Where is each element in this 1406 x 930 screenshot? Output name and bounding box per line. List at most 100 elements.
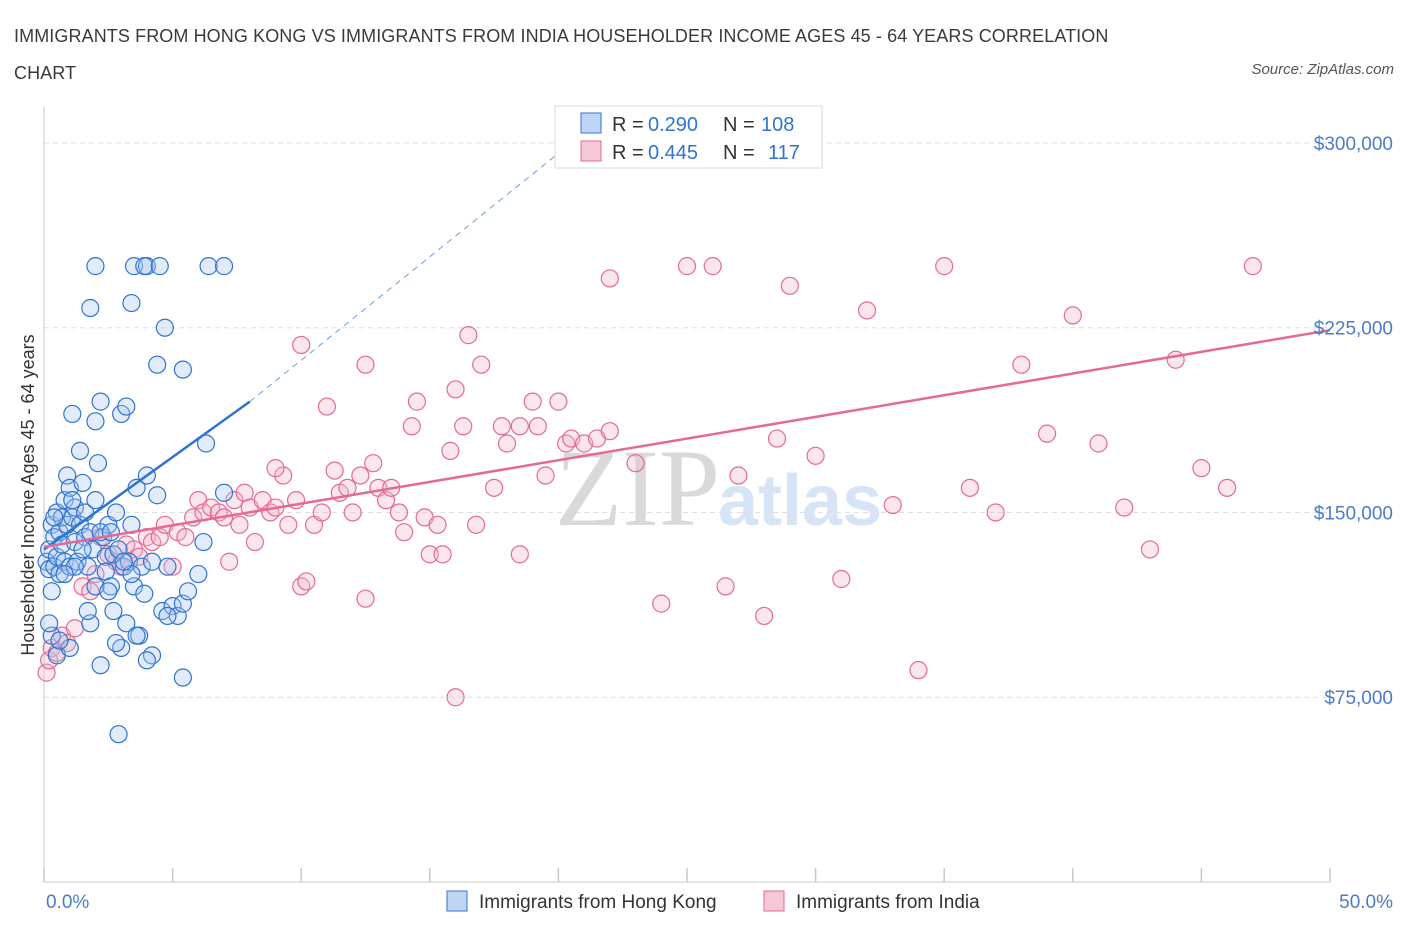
india-point [163, 557, 182, 576]
india-point [497, 434, 517, 453]
hong-kong-point [50, 631, 69, 650]
hong-kong-point [122, 293, 141, 313]
india-point [755, 606, 774, 626]
india-point [857, 301, 877, 320]
y-tick-label-1: $150,000 [1314, 503, 1393, 524]
india-point [1218, 478, 1237, 497]
hong-kong-point [104, 601, 123, 621]
hong-kong-point [106, 633, 126, 653]
hong-kong-point [40, 614, 59, 633]
india-point [325, 461, 344, 480]
x-tick-label-1: 50.0% [1339, 892, 1393, 913]
india-point [557, 434, 576, 453]
india-point [1089, 434, 1108, 453]
legend-r-value-india: 0.445 [648, 142, 698, 164]
y-axis-label: Householder Income Ages 45 - 64 years [18, 334, 38, 655]
hong-kong-point [86, 257, 105, 276]
india-point [1166, 350, 1185, 369]
india-point [909, 661, 928, 680]
hong-kong-point [78, 601, 97, 621]
india-point [767, 429, 787, 448]
india-point [446, 688, 465, 707]
india-point [472, 355, 491, 374]
india-point [245, 532, 265, 552]
hong-kong-point [65, 498, 84, 517]
hong-kong-point [158, 557, 177, 576]
hong-kong-point [173, 668, 192, 687]
india-point [433, 545, 452, 564]
india-point [652, 594, 671, 613]
hong-kong-point [55, 564, 74, 584]
y-tick-labels: $75,000 $150,000 $225,000 $300,000 [1314, 134, 1393, 709]
legend-n-label-india: N = [723, 142, 755, 164]
india-point [279, 515, 298, 534]
legend-r-label-india: R = [612, 142, 644, 164]
india-point [364, 454, 383, 473]
hong-kong-point [137, 651, 156, 670]
hong-kong-point [63, 404, 82, 424]
y-tick-label-0: $75,000 [1324, 688, 1393, 709]
india-point [454, 417, 473, 436]
y-tick-label-2: $225,000 [1314, 319, 1393, 340]
hong-kong-point [99, 582, 118, 601]
hong-kong-point [88, 454, 108, 473]
india-point [402, 417, 421, 436]
bottom-legend-label-india: Immigrants from India [796, 892, 980, 913]
india-point [600, 269, 619, 288]
india-point [832, 569, 851, 589]
india-point [441, 441, 460, 460]
bottom-legend: Immigrants from Hong Kong Immigrants fro… [446, 890, 980, 913]
india-point [523, 392, 542, 411]
india-point [492, 417, 511, 436]
india-point [883, 495, 902, 515]
hong-kong-point [142, 552, 162, 571]
hong-kong-point [189, 564, 208, 584]
india-point [343, 503, 362, 522]
india-point [960, 478, 980, 497]
hong-kong-point [63, 491, 82, 510]
india-point [485, 478, 504, 497]
india-point [536, 466, 555, 485]
india-point [420, 545, 439, 564]
india-point [459, 326, 478, 345]
india-point [220, 552, 239, 571]
hong-kong-point [132, 557, 151, 576]
watermark-atlas: atlas [718, 461, 882, 541]
india-point [1140, 540, 1160, 559]
hong-kong-point [150, 257, 169, 276]
india-point [549, 392, 568, 411]
hong-kong-point [60, 638, 79, 658]
legend-r-value-hong-kong: 0.290 [648, 114, 698, 136]
india-point [1012, 355, 1031, 374]
india-point [356, 355, 375, 374]
legend: R = 0.290 N = 108 R = 0.445 N = 117 [554, 105, 823, 169]
hong-kong-point [117, 614, 136, 633]
x-tick-labels: 0.0% 50.0% [46, 892, 1393, 913]
india-point [935, 257, 954, 276]
legend-n-value-hong-kong: 108 [761, 114, 794, 136]
hong-kong-point [91, 392, 110, 411]
trend-lines [43, 142, 1331, 551]
hong-kong-point [78, 557, 97, 576]
india-point [986, 503, 1005, 522]
india-point [1115, 498, 1134, 517]
hong-kong-point [70, 441, 90, 460]
bottom-legend-swatch-india [763, 890, 785, 912]
legend-n-value-india: 117 [768, 142, 800, 164]
india-point [600, 422, 619, 441]
legend-swatch-hong-kong [580, 112, 602, 134]
india-point [292, 577, 311, 596]
hong-kong-point [196, 434, 216, 453]
hong-kong-point [148, 486, 167, 505]
hong-kong-point [112, 638, 131, 658]
india-point [428, 515, 447, 534]
hong-kong-point [106, 503, 126, 522]
india-point [677, 257, 697, 276]
india-point [729, 466, 748, 485]
hong-kong-point [45, 508, 64, 527]
india-point [356, 589, 375, 608]
india-point [626, 454, 645, 473]
hong-kong-point [194, 532, 213, 552]
india-point [1192, 459, 1211, 478]
